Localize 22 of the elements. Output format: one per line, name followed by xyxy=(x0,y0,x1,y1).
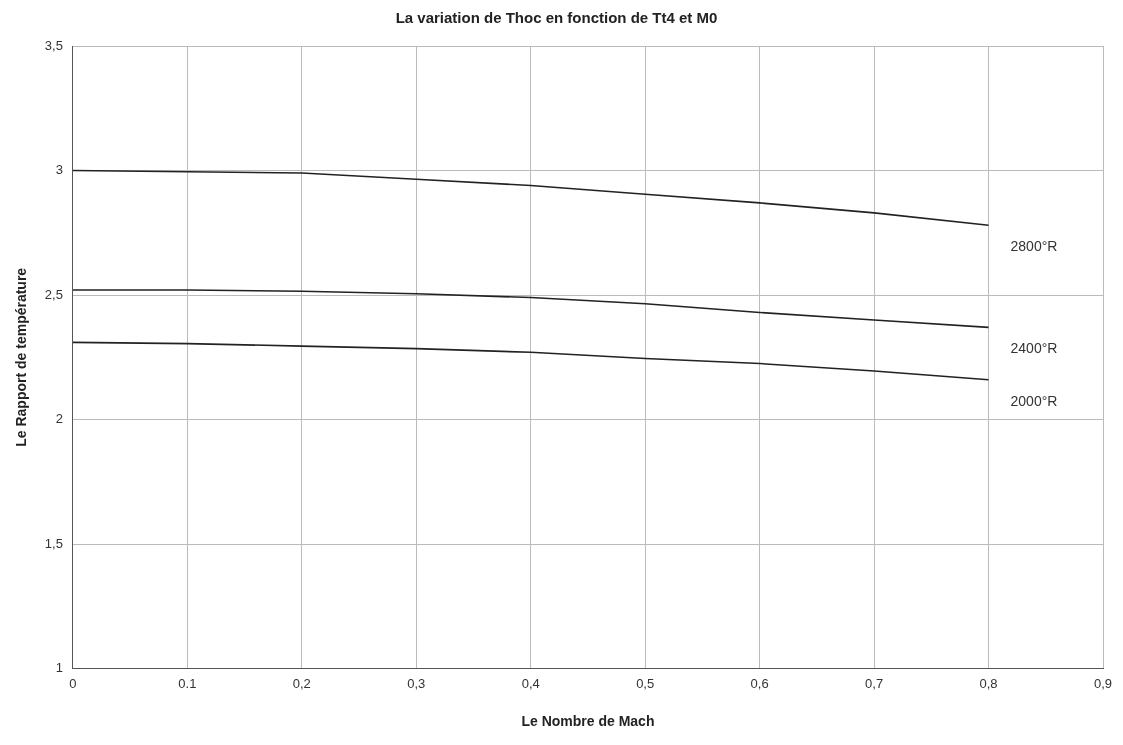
x-tick-label: 0,6 xyxy=(750,675,769,691)
series-label: 2400°R xyxy=(1010,340,1058,357)
x-tick-label: 0,8 xyxy=(979,675,998,691)
y-tick-label: 2,5 xyxy=(44,286,63,302)
x-tick-label: 0.1 xyxy=(178,675,197,691)
x-axis-title: Le Nombre de Mach xyxy=(521,713,655,730)
y-tick-label: 1,5 xyxy=(44,535,63,551)
y-tick-label: 3 xyxy=(55,162,63,178)
x-tick-label: 0,5 xyxy=(636,675,655,691)
x-tick-label: 0,4 xyxy=(521,675,540,691)
x-tick-label: 0,2 xyxy=(292,675,311,691)
y-tick-label: 1 xyxy=(55,660,63,676)
x-tick-label: 0,7 xyxy=(865,675,884,691)
y-tick-label: 2 xyxy=(55,411,63,427)
x-tick-label: 0,3 xyxy=(407,675,426,691)
x-tick-label: 0,9 xyxy=(1093,675,1113,691)
series-label: 2000°R xyxy=(1010,392,1058,409)
series-label: 2800°R xyxy=(1010,238,1058,255)
chart-title: La variation de Thoc en fonction de Tt4 et M0 xyxy=(395,9,718,27)
y-tick-label: 3,5 xyxy=(44,37,63,53)
x-tick-label: 0 xyxy=(69,675,77,691)
y-axis-title: Le Rapport de température xyxy=(13,267,30,447)
